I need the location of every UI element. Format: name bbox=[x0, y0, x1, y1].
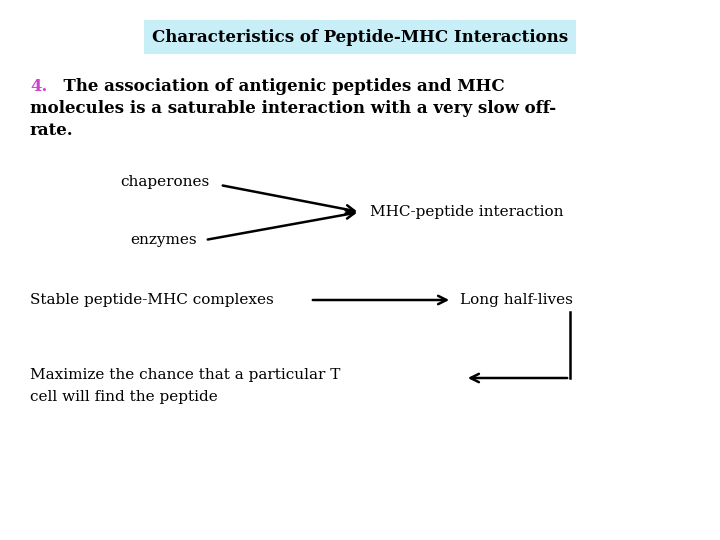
Text: Maximize the chance that a particular T: Maximize the chance that a particular T bbox=[30, 368, 341, 382]
Text: chaperones: chaperones bbox=[120, 175, 210, 189]
Text: rate.: rate. bbox=[30, 122, 73, 139]
Text: The association of antigenic peptides and MHC: The association of antigenic peptides an… bbox=[52, 78, 505, 95]
Text: Stable peptide-MHC complexes: Stable peptide-MHC complexes bbox=[30, 293, 274, 307]
Text: cell will find the peptide: cell will find the peptide bbox=[30, 390, 217, 404]
Text: Long half-lives: Long half-lives bbox=[460, 293, 573, 307]
Text: MHC-peptide interaction: MHC-peptide interaction bbox=[370, 205, 564, 219]
Text: enzymes: enzymes bbox=[130, 233, 197, 247]
Text: molecules is a saturable interaction with a very slow off-: molecules is a saturable interaction wit… bbox=[30, 100, 556, 117]
Text: 4.: 4. bbox=[30, 78, 48, 95]
Text: Characteristics of Peptide-MHC Interactions: Characteristics of Peptide-MHC Interacti… bbox=[152, 29, 568, 45]
